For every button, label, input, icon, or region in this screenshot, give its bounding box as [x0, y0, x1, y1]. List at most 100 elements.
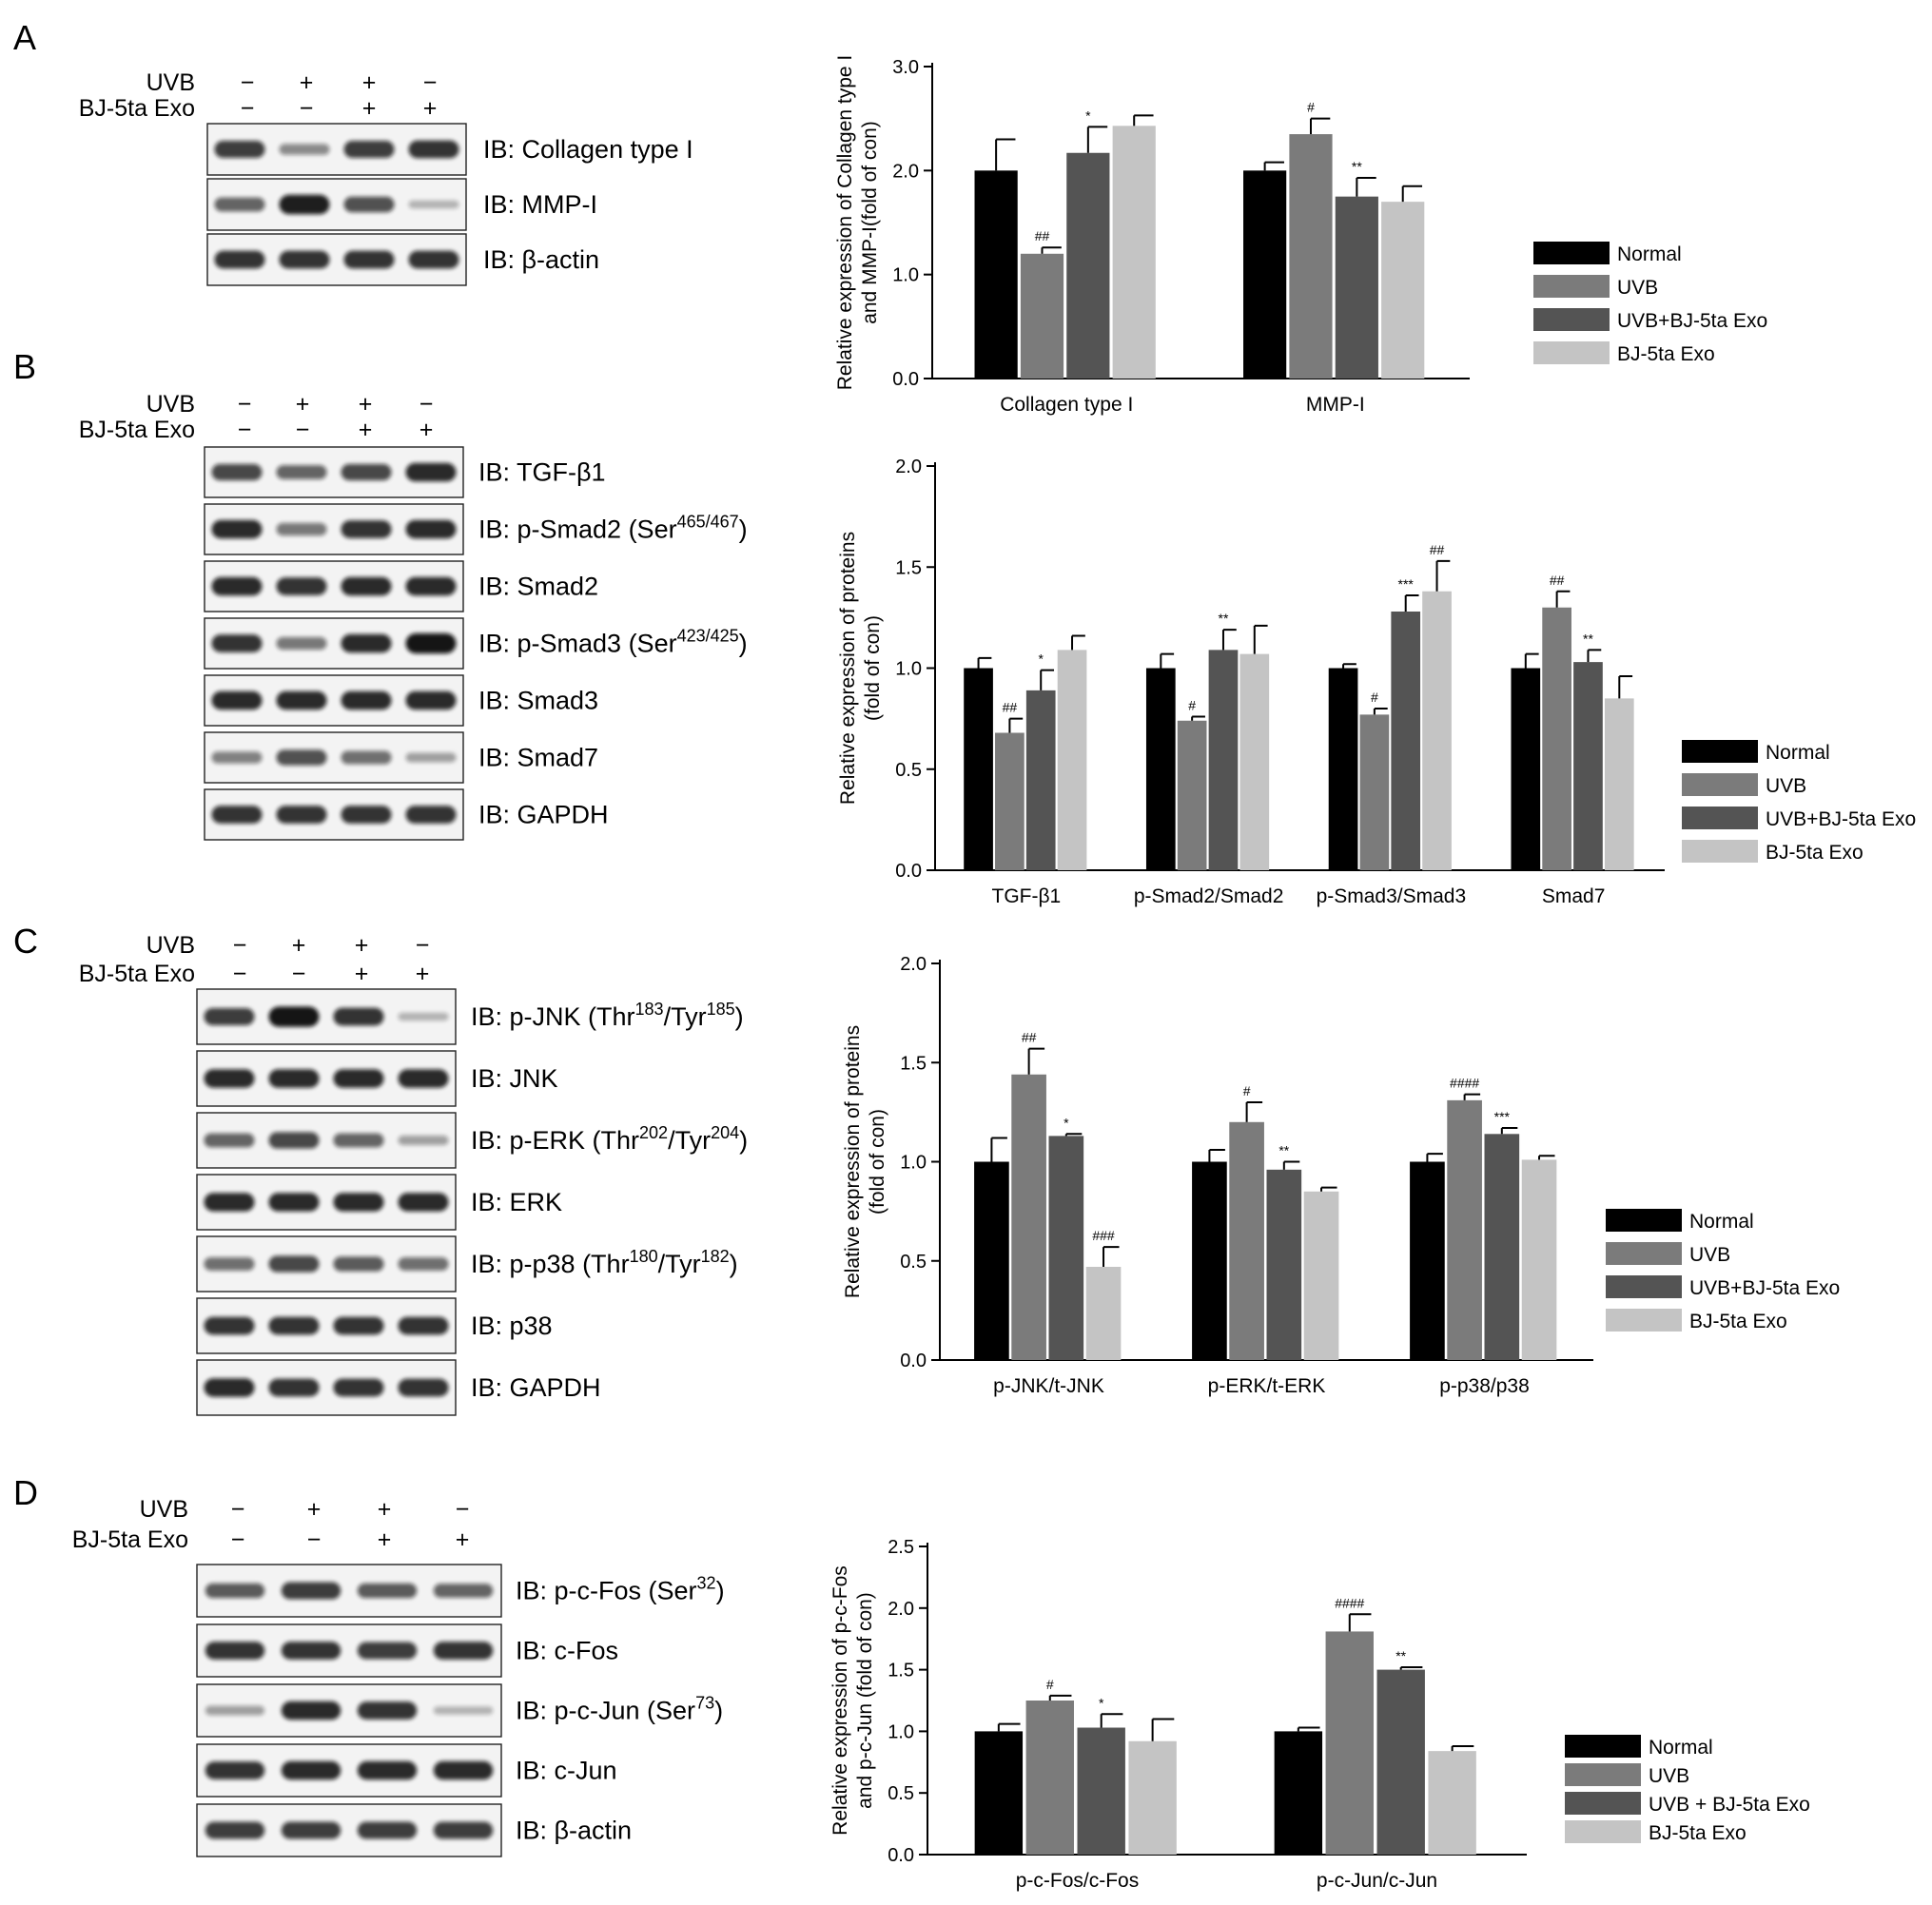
treatment-sign: +: [420, 417, 434, 443]
bar: [1192, 1161, 1227, 1360]
blot-band: [398, 1012, 449, 1021]
treatment-sign: −: [241, 95, 255, 122]
bar: [1025, 690, 1056, 870]
blot-label: IB: p-c-Jun (Ser73): [516, 1694, 723, 1725]
y-axis-label: (fold of con): [867, 1109, 888, 1215]
y-tick-label: 2.5: [888, 1537, 914, 1558]
significance-mark: **: [1352, 159, 1362, 174]
blot-band: [433, 1821, 494, 1839]
category-label: p-p38/p38: [1439, 1375, 1530, 1397]
treatment-sign: −: [231, 1526, 245, 1553]
blot-band: [268, 1069, 320, 1088]
blot-label: IB: MMP-I: [483, 190, 597, 219]
blot-band: [214, 197, 265, 212]
significance-mark: ##: [1550, 573, 1565, 588]
treatment-label: UVB: [146, 69, 195, 96]
bar: [1328, 668, 1358, 870]
significance-mark: #: [1371, 690, 1378, 705]
blot-band: [405, 462, 457, 482]
blot-band: [276, 690, 327, 710]
y-tick-label: 1.0: [895, 659, 922, 680]
blot-band: [204, 1257, 255, 1271]
blot-band: [333, 1069, 384, 1088]
legend-label: UVB+BJ-5ta Exo: [1617, 310, 1767, 332]
significance-mark: #: [1188, 698, 1196, 713]
bar: [1239, 653, 1270, 870]
category-label: p-c-Jun/c-Jun: [1317, 1870, 1437, 1892]
treatment-sign: −: [292, 961, 306, 987]
blot-row: [196, 1359, 457, 1416]
blot-label: IB: c-Jun: [516, 1757, 617, 1785]
treatment-sign: −: [241, 69, 255, 96]
legend-label: UVB: [1617, 277, 1658, 299]
legend-label: Normal: [1689, 1211, 1754, 1233]
y-tick-label: 0.5: [895, 760, 922, 781]
blot-band: [211, 690, 263, 710]
treatment-sign: −: [296, 417, 310, 443]
significance-mark: ####: [1335, 1595, 1364, 1610]
significance-mark: ####: [1450, 1076, 1479, 1091]
treatment-sign: −: [233, 932, 247, 959]
blot-row: [196, 1050, 457, 1107]
significance-mark: #: [1243, 1083, 1251, 1098]
blot-band: [341, 463, 392, 481]
treatment-sign: +: [296, 391, 310, 418]
significance-mark: *: [1099, 1695, 1104, 1710]
legend-swatch: [1565, 1735, 1641, 1758]
blot-label: IB: GAPDH: [478, 801, 609, 829]
y-tick-label: 1.0: [888, 1721, 914, 1742]
legend-swatch: [1565, 1763, 1641, 1786]
blot-label: IB: Collagen type I: [483, 135, 693, 164]
y-tick-label: 2.0: [895, 457, 922, 477]
significance-mark: **: [1583, 631, 1593, 646]
bar: [1011, 1074, 1046, 1360]
blot-band: [276, 577, 327, 595]
blot-band: [204, 1316, 255, 1335]
significance-mark: ##: [1022, 1030, 1037, 1045]
legend-label: BJ-5ta Exo: [1689, 1311, 1787, 1332]
bar: [1145, 668, 1176, 870]
blot-band: [405, 752, 457, 763]
blot-label: IB: c-Fos: [516, 1637, 618, 1665]
treatment-sign: −: [416, 932, 430, 959]
legend: Normal UVB UVB+BJ-5ta Exo BJ-5ta Exo: [1533, 242, 1767, 365]
blot-label: IB: Smad3: [478, 687, 598, 715]
blot-band: [343, 141, 395, 158]
blot-band: [405, 519, 457, 539]
legend-swatch: [1606, 1209, 1682, 1232]
blot-label: IB: p-Smad3 (Ser423/425): [478, 627, 748, 658]
blot-label: IB: TGF-β1: [478, 458, 606, 487]
legend-label: Normal: [1617, 243, 1682, 265]
treatment-sign: +: [300, 69, 314, 96]
blot-band: [204, 1378, 255, 1397]
bar: [1604, 698, 1634, 870]
treatment-sign: +: [423, 95, 438, 122]
bar: [1066, 152, 1110, 379]
blot-label: IB: p-Smad2 (Ser465/467): [478, 513, 748, 544]
category-label: Smad7: [1542, 885, 1606, 907]
treatment-sign: −: [300, 95, 314, 122]
bar: [1573, 662, 1603, 870]
blot-band: [341, 806, 392, 824]
blot-band: [279, 250, 330, 269]
blot-band: [341, 633, 392, 653]
blot-row: [196, 1803, 502, 1857]
bar: [1085, 1267, 1122, 1360]
treatment-sign: +: [416, 961, 430, 987]
blot-band: [204, 1133, 255, 1148]
blot-row: [196, 1743, 502, 1798]
significance-mark: **: [1219, 611, 1229, 626]
blot-band: [333, 1316, 384, 1335]
blot-band: [343, 196, 395, 213]
legend-swatch: [1682, 773, 1758, 796]
blot-row: [204, 617, 464, 670]
blot-band: [268, 1006, 320, 1027]
category-label: MMP-I: [1306, 394, 1365, 416]
blot-row: [204, 788, 464, 841]
blot-label: IB: p-c-Fos (Ser32): [516, 1574, 725, 1605]
blot-band: [333, 1193, 384, 1212]
bar: [1521, 1159, 1557, 1360]
bar-chart: 0.0 1.0 2.0 3.0 Relative expression of Colla…: [834, 55, 1470, 416]
blot-band: [214, 141, 265, 158]
